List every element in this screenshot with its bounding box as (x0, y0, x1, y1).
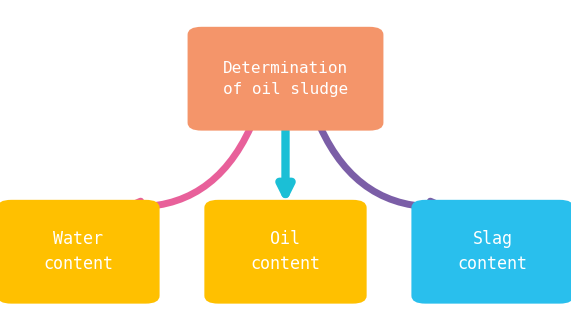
Text: Oil
content: Oil content (251, 230, 320, 273)
FancyBboxPatch shape (204, 200, 367, 304)
Text: Determination
of oil sludge: Determination of oil sludge (223, 61, 348, 97)
Text: Slag
content: Slag content (457, 230, 528, 273)
FancyBboxPatch shape (411, 200, 571, 304)
FancyBboxPatch shape (0, 200, 159, 304)
Text: Water
content: Water content (43, 230, 114, 273)
FancyBboxPatch shape (187, 27, 383, 131)
